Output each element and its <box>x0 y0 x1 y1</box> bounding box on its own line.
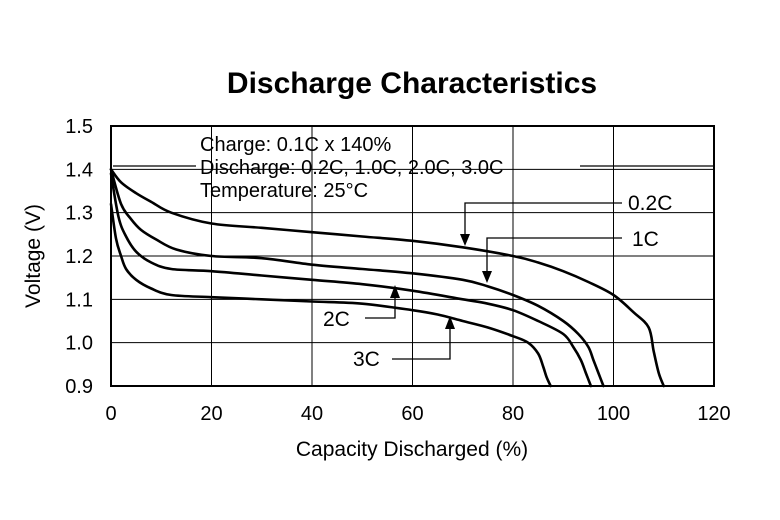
series-label-3c: 3C <box>353 348 380 371</box>
x-tick-labels: 0 20 40 60 80 100 120 <box>105 403 730 425</box>
y-tick-label: 1.2 <box>65 246 93 268</box>
callout-arrow-3c <box>445 316 455 329</box>
y-tick-label: 1.4 <box>65 159 93 181</box>
callout-arrow-0.2c <box>460 234 470 246</box>
series-line-2c <box>109 172 593 388</box>
x-tick-label: 80 <box>502 403 524 425</box>
y-tick-label: 1.0 <box>65 333 93 355</box>
callout-leader-3c <box>392 327 451 360</box>
annotation-discharge: Discharge: 0.2C, 1.0C, 2.0C, 3.0C <box>200 157 503 179</box>
annotation-temperature: Temperature: 25°C <box>200 180 368 202</box>
series-label-1c: 1C <box>632 228 659 251</box>
plot-frame <box>110 125 715 387</box>
series-line-3c <box>109 202 552 388</box>
chart-title: Discharge Characteristics <box>227 67 597 100</box>
x-tick-label: 20 <box>200 403 222 425</box>
series-curves <box>109 168 666 388</box>
x-tick-label: 120 <box>697 403 730 425</box>
y-axis-label: Voltage (V) <box>22 204 45 308</box>
callout-leader-2c <box>365 296 396 319</box>
y-tick-label: 1.1 <box>65 289 93 311</box>
chart-annotations: Charge: 0.1C x 140% Discharge: 0.2C, 1.0… <box>113 134 713 202</box>
callout-arrow-1c <box>482 271 492 283</box>
x-tick-label: 0 <box>105 403 116 425</box>
y-tick-label: 1.3 <box>65 203 93 225</box>
x-tick-label: 60 <box>401 403 423 425</box>
series-callouts: 0.2C 1C 2C 3C <box>323 192 672 371</box>
callout-arrow-2c <box>390 285 400 298</box>
series-line-1c <box>109 168 605 388</box>
series-label-0.2c: 0.2C <box>628 192 672 215</box>
annotation-charge: Charge: 0.1C x 140% <box>200 134 391 156</box>
callout-leader-0.2c <box>464 202 622 236</box>
callout-leader-1c <box>486 237 622 273</box>
y-tick-label: 0.9 <box>65 376 93 398</box>
series-label-2c: 2C <box>323 308 350 331</box>
series-line-0.2c <box>109 168 666 388</box>
x-tick-label: 40 <box>301 403 323 425</box>
x-tick-label: 100 <box>597 403 630 425</box>
x-axis-label: Capacity Discharged (%) <box>296 438 528 461</box>
y-tick-labels: 1.5 1.4 1.3 1.2 1.1 1.0 0.9 <box>65 116 93 398</box>
grid-lines <box>111 126 714 386</box>
y-tick-label: 1.5 <box>65 116 93 138</box>
